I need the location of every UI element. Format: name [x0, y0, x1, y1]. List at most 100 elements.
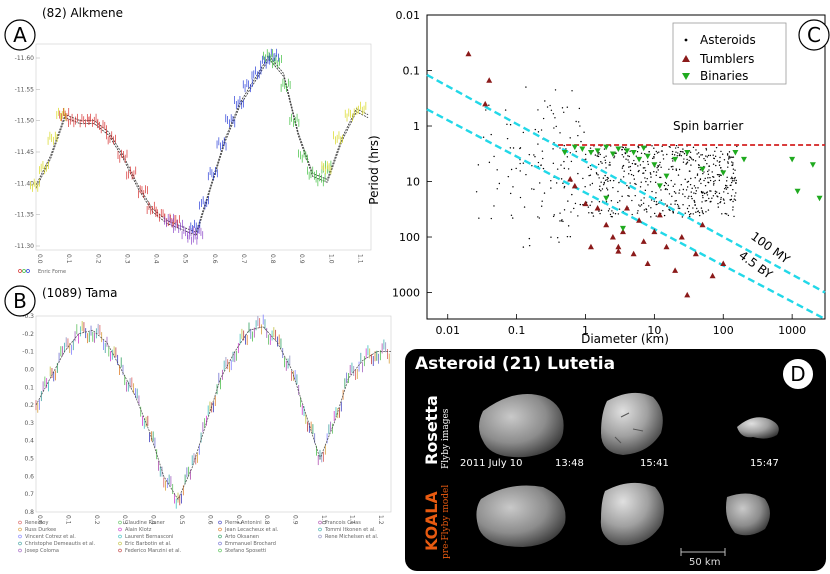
- asteroid-point: [644, 189, 647, 192]
- panel-d-badge: D: [782, 358, 814, 390]
- asteroid-point: [596, 155, 599, 157]
- asteroid-point: [734, 176, 736, 179]
- legend-label: Rene Roy: [25, 520, 48, 526]
- asteroid-point: [589, 204, 591, 207]
- x-tick-label: 1.1: [356, 254, 363, 264]
- asteroid-point: [715, 146, 718, 149]
- rosetta-image-1: [479, 394, 564, 458]
- asteroid-point: [650, 207, 652, 209]
- legend-marker: [18, 527, 22, 532]
- panel-b-y-ticks: -0.3 -0.2 -0.1 0.0 0.1 0.2 0.3 0.4 0.5 0.6 0.7 0.8: [22, 313, 34, 516]
- x-tick-label: 0.1: [508, 324, 526, 337]
- asteroid-point: [612, 212, 614, 214]
- asteroid-point: [534, 156, 536, 158]
- asteroid-point: [723, 199, 725, 201]
- asteroid-point: [661, 145, 663, 147]
- asteroid-point: [649, 181, 652, 183]
- asteroid-point: [677, 174, 680, 176]
- asteroid-point: [686, 207, 689, 210]
- asteroid-point: [714, 179, 716, 182]
- asteroid-point: [637, 165, 639, 167]
- asteroid-point: [662, 158, 665, 160]
- x-tick-label: 0.4: [153, 254, 160, 264]
- legend-label: Russ Durkee: [25, 527, 56, 533]
- asteroid-point: [622, 176, 625, 178]
- asteroid-point: [602, 183, 605, 186]
- asteroid-point: [670, 166, 673, 168]
- asteroid-point: [701, 201, 703, 203]
- asteroid-point: [733, 215, 735, 218]
- asteroid-point: [702, 196, 704, 199]
- panel-c-spin-chart: 0.01 0.1 1 10 100 1000 0.01 0.1 1 10 100 1000 Diam…: [367, 9, 830, 346]
- asteroid-point: [626, 184, 628, 187]
- asteroid-point: [610, 200, 613, 202]
- asteroid-point: [552, 162, 555, 165]
- flyby-time-2: 15:41: [640, 458, 669, 469]
- asteroid-point: [705, 211, 707, 213]
- asteroid-point: [661, 150, 663, 152]
- tumbler-point: [672, 267, 679, 273]
- asteroid-point: [607, 210, 610, 212]
- asteroid-point: [504, 109, 507, 111]
- asteroid-point: [567, 225, 570, 227]
- asteroid-point: [614, 212, 617, 215]
- tumbler-point: [651, 228, 658, 235]
- asteroid-point: [629, 165, 632, 168]
- asteroid-point: [650, 216, 652, 218]
- asteroid-point: [554, 117, 556, 119]
- legend-label: Arto Oksanen: [225, 534, 259, 540]
- asteroid-point: [523, 206, 526, 208]
- asteroid-point: [555, 125, 557, 128]
- binary-point: [794, 188, 801, 195]
- asteroid-point: [694, 187, 697, 189]
- legend-tumblers-marker: [682, 55, 690, 62]
- asteroid-point: [658, 151, 660, 153]
- asteroid-point: [704, 177, 706, 180]
- asteroid-point: [696, 207, 698, 210]
- x-tick-label: 0.3: [121, 515, 128, 525]
- asteroid-point: [704, 159, 706, 162]
- asteroid-point: [672, 211, 675, 213]
- asteroid-point: [731, 177, 734, 180]
- binary-point: [684, 149, 691, 156]
- asteroid-point: [642, 160, 644, 163]
- asteroid-point: [655, 197, 657, 199]
- asteroid-point: [622, 146, 625, 149]
- asteroid-point: [698, 166, 700, 169]
- y-tick-label: 0.1: [24, 384, 34, 391]
- asteroid-point: [628, 195, 630, 197]
- asteroid-point: [647, 205, 650, 207]
- asteroid-point: [730, 195, 733, 197]
- asteroid-point: [655, 171, 658, 173]
- y-tick-label: -11.60: [15, 55, 35, 62]
- asteroid-point: [604, 159, 606, 162]
- asteroid-point: [695, 149, 697, 151]
- y-tick-label: 0.0: [24, 366, 34, 373]
- asteroid-point: [647, 163, 649, 166]
- asteroid-point: [657, 165, 659, 168]
- asteroid-point: [678, 192, 680, 194]
- binary-point: [663, 173, 670, 180]
- panel-a-plot-area: [35, 43, 372, 251]
- asteroid-point: [729, 199, 731, 201]
- legend-marker: [18, 548, 22, 553]
- legend-label: Tommi Itkonen et al.: [324, 527, 376, 533]
- asteroid-point: [561, 107, 564, 109]
- spin-barrier-label: Spin barrier: [673, 119, 743, 133]
- asteroid-point: [639, 164, 642, 166]
- x-tick-label: 0.6: [211, 254, 218, 264]
- asteroid-point: [711, 171, 713, 173]
- binary-point: [579, 146, 586, 153]
- asteroid-point: [720, 150, 722, 153]
- asteroid-point: [627, 194, 629, 197]
- koala-model-1: [476, 485, 566, 547]
- asteroid-point: [653, 212, 656, 215]
- asteroid-point: [682, 193, 684, 195]
- asteroid-point: [512, 186, 514, 188]
- asteroid-point: [728, 151, 731, 153]
- asteroid-point: [644, 169, 647, 172]
- asteroid-point: [542, 157, 544, 160]
- binary-point: [644, 153, 651, 160]
- asteroid-point: [686, 186, 689, 188]
- y-tick-label: 0.5: [24, 456, 34, 463]
